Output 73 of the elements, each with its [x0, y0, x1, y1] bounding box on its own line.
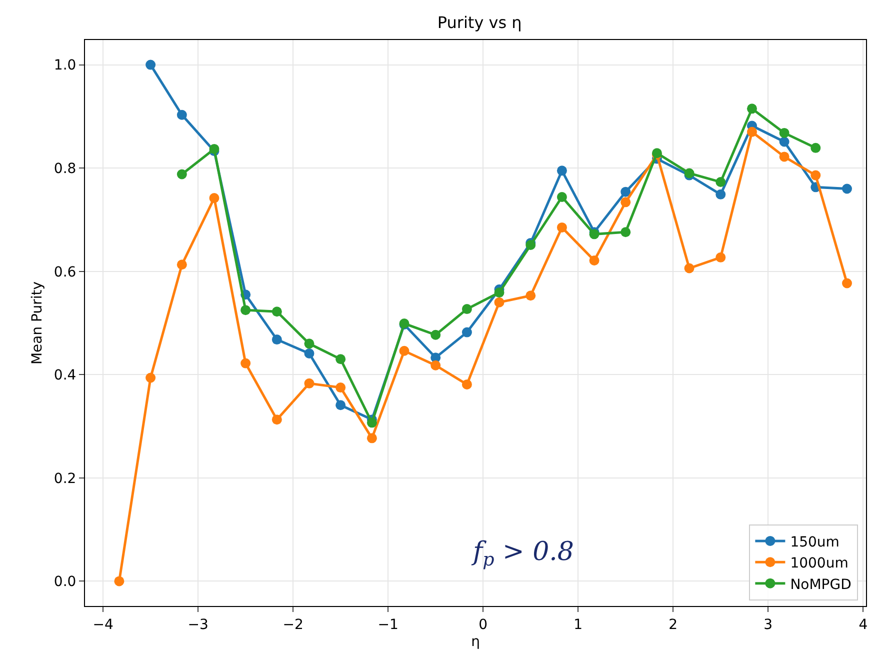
point	[114, 576, 124, 586]
y-axis-title: Mean Purity	[30, 281, 46, 365]
point	[779, 136, 790, 147]
y-tick-label: 0.0	[54, 574, 76, 590]
x-tick-label: 2	[668, 616, 678, 633]
point	[779, 152, 790, 162]
chart-title: Purity vs η	[437, 12, 522, 32]
y-tick-label: 0.2	[54, 470, 76, 487]
point	[716, 252, 726, 262]
point	[176, 169, 187, 180]
point	[176, 260, 187, 270]
x-tick-label: −2	[282, 616, 304, 633]
x-tick-label: 0	[478, 616, 488, 633]
point	[620, 197, 631, 208]
legend-label: 150um	[790, 534, 840, 550]
point	[146, 372, 156, 383]
point	[240, 305, 251, 316]
point	[684, 263, 694, 274]
y-tick-label: 0.4	[54, 368, 76, 384]
point	[399, 346, 410, 356]
point	[430, 360, 441, 370]
point	[526, 240, 536, 250]
point	[209, 193, 220, 204]
y-tick-label: 0.6	[54, 264, 76, 280]
x-tick-label: −3	[188, 616, 208, 633]
point	[366, 418, 377, 428]
point	[746, 126, 757, 137]
point	[336, 382, 346, 393]
point	[462, 304, 472, 314]
point	[589, 256, 600, 266]
point	[146, 60, 156, 70]
x-tick-label: −4	[92, 616, 114, 633]
point	[620, 186, 631, 197]
point	[272, 334, 282, 345]
point	[462, 379, 472, 390]
legend-label: NoMPGD	[790, 576, 852, 593]
point	[556, 166, 567, 176]
point	[494, 297, 504, 308]
x-tick-label: 3	[764, 616, 773, 633]
x-tick-label: −1	[378, 616, 398, 633]
point	[272, 306, 282, 317]
point	[620, 227, 631, 238]
point	[336, 400, 346, 410]
x-tick-label: 1	[574, 616, 583, 633]
point	[556, 192, 567, 202]
point	[462, 327, 472, 338]
x-axis-title: η	[471, 634, 480, 650]
point	[272, 414, 282, 425]
point	[304, 348, 314, 358]
annotation: f$_{p}$ > 0.8	[471, 537, 574, 570]
point	[810, 170, 821, 180]
point	[842, 278, 852, 288]
point	[430, 330, 441, 340]
point	[842, 184, 852, 194]
point	[716, 177, 726, 188]
legend-label: 1000um	[790, 556, 848, 572]
x-tick-label: 4	[858, 616, 868, 633]
point	[716, 189, 726, 200]
point	[336, 354, 346, 364]
point	[556, 222, 567, 232]
point	[494, 288, 504, 298]
point	[746, 104, 757, 114]
point	[304, 338, 314, 349]
point	[526, 290, 536, 301]
point	[304, 378, 314, 388]
point	[366, 433, 377, 444]
y-tick-label: 0.8	[54, 160, 76, 177]
point	[779, 128, 790, 138]
point	[176, 110, 187, 120]
point	[240, 358, 251, 368]
point	[209, 144, 220, 154]
point	[810, 142, 821, 153]
y-tick-label: 1.0	[54, 58, 76, 74]
